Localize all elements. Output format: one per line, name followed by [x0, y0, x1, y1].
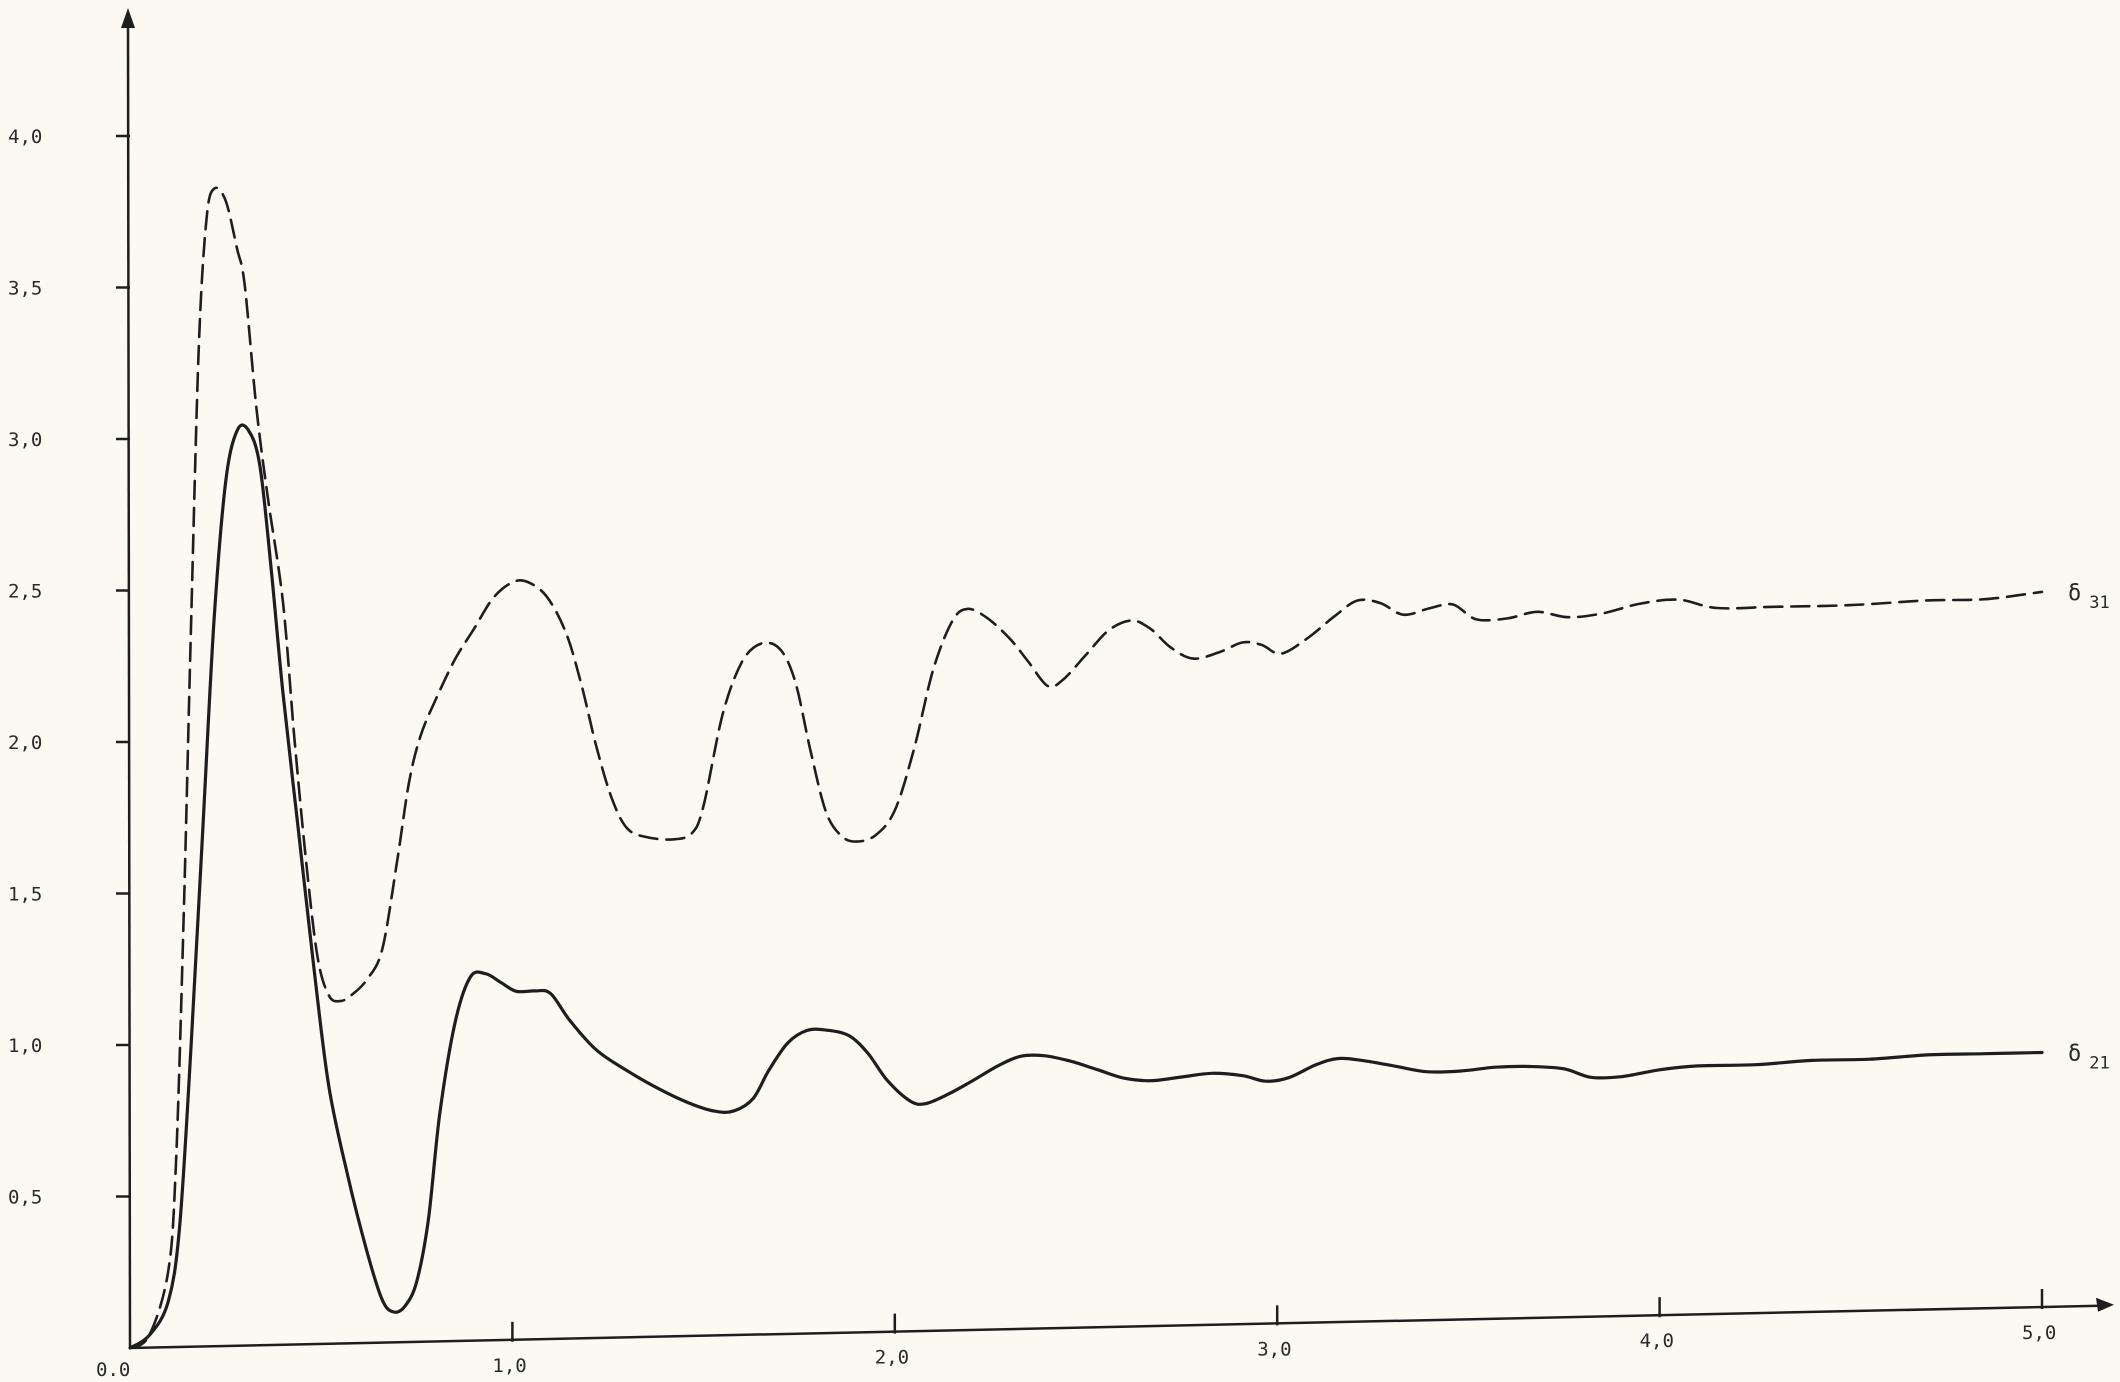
series-label-31: δ 31: [2068, 581, 2110, 613]
x-tick-label: 2,0: [875, 1347, 909, 1369]
x-tick-label: 3,0: [1257, 1338, 1291, 1360]
y-tick-label: 1,5: [8, 884, 42, 906]
series-line-31: [128, 186, 2044, 1350]
y-tick-label: 4,0: [8, 126, 42, 148]
ticks: 0,5 1,0 1,5 2,0 2,5 3,0 3,5 4,0 0.0 1,0 2,0 3,0 4,0 5…: [8, 126, 2056, 1381]
x-axis-arrow: [2096, 1297, 2114, 1312]
series-labels: δ 31 δ 21: [2068, 581, 2110, 1074]
y-tick-label: 2,5: [8, 581, 42, 603]
y-tick-label: 3,5: [8, 278, 42, 300]
y-tick-label: 1,0: [8, 1035, 42, 1057]
y-tick-label: 3,0: [8, 429, 42, 451]
y-tick-label: 0,5: [8, 1187, 42, 1209]
y-axis-arrow: [121, 8, 135, 28]
x-tick-label: 0.0: [96, 1359, 130, 1381]
x-axis-line: [129, 1304, 2101, 1350]
series-lines: [128, 186, 2044, 1350]
y-tick-label: 2,0: [8, 732, 42, 754]
series-line-21: [128, 423, 2044, 1350]
axes: [121, 8, 2114, 1350]
y-axis-line: [126, 21, 132, 1349]
series-label-21: δ 21: [2068, 1041, 2110, 1073]
x-tick-label: 1,0: [492, 1355, 526, 1377]
x-tick-label: 4,0: [1640, 1330, 1674, 1352]
x-tick-label: 5,0: [2022, 1322, 2056, 1344]
